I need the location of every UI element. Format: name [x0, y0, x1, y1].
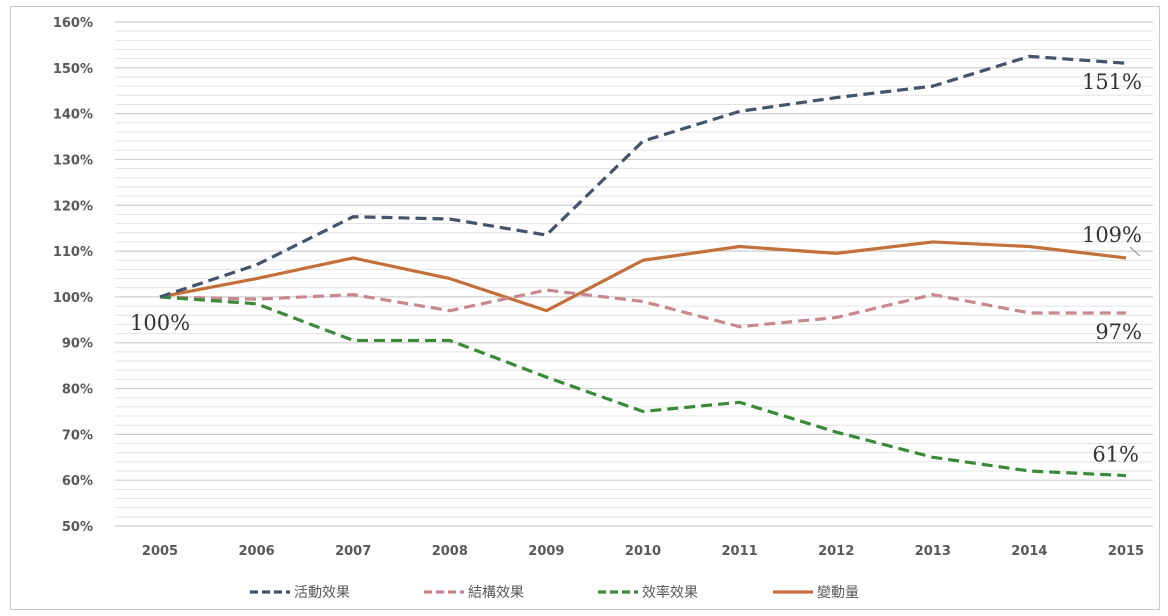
- series-line: [159, 54, 1127, 299]
- label-leader-line: [1129, 246, 1141, 257]
- x-tick-label: 2013: [915, 544, 951, 559]
- data-label: 100%: [130, 311, 190, 335]
- y-tick-label: 100%: [53, 291, 93, 306]
- data-label: 97%: [1095, 320, 1142, 344]
- y-tick-label: 50%: [62, 520, 93, 535]
- y-tick-label: 120%: [53, 199, 93, 214]
- legend-item: 效率效果: [598, 584, 698, 601]
- y-tick-label: 130%: [53, 153, 93, 168]
- legend-label: 效率效果: [642, 584, 698, 601]
- legend-label: 活動效果: [294, 585, 350, 601]
- legend-label: 變動量: [817, 585, 859, 601]
- series-line: [159, 288, 1126, 329]
- y-tick-label: 150%: [53, 62, 93, 77]
- legend-item: 變動量: [773, 585, 859, 601]
- x-tick-label: 2012: [818, 544, 854, 559]
- x-tick-label: 2006: [239, 544, 275, 559]
- x-tick-label: 2014: [1011, 544, 1047, 559]
- chart-frame: [10, 6, 1160, 610]
- data-label: 61%: [1092, 443, 1139, 467]
- x-tick-label: 2015: [1108, 544, 1144, 559]
- x-tick-label: 2008: [432, 544, 468, 559]
- legend-label: 結構效果: [468, 585, 524, 601]
- series-line: [159, 295, 1127, 478]
- y-tick-label: 160%: [53, 16, 93, 31]
- x-tick-label: 2010: [625, 544, 661, 559]
- legend-item: 活動效果: [250, 585, 350, 601]
- x-tick-label: 2011: [722, 544, 758, 559]
- x-tick-label: 2009: [528, 544, 564, 559]
- y-tick-label: 70%: [62, 428, 93, 443]
- y-tick-label: 110%: [53, 245, 93, 260]
- data-label: 109%: [1082, 223, 1142, 247]
- x-tick-label: 2007: [335, 544, 371, 559]
- data-label: 151%: [1082, 70, 1142, 94]
- x-tick-label: 2005: [142, 544, 178, 559]
- y-tick-label: 60%: [62, 474, 93, 489]
- y-tick-label: 90%: [62, 337, 93, 352]
- legend-item: 結構效果: [424, 585, 524, 601]
- y-tick-label: 80%: [62, 383, 93, 398]
- y-tick-label: 140%: [53, 108, 93, 123]
- series-line: [159, 240, 1127, 313]
